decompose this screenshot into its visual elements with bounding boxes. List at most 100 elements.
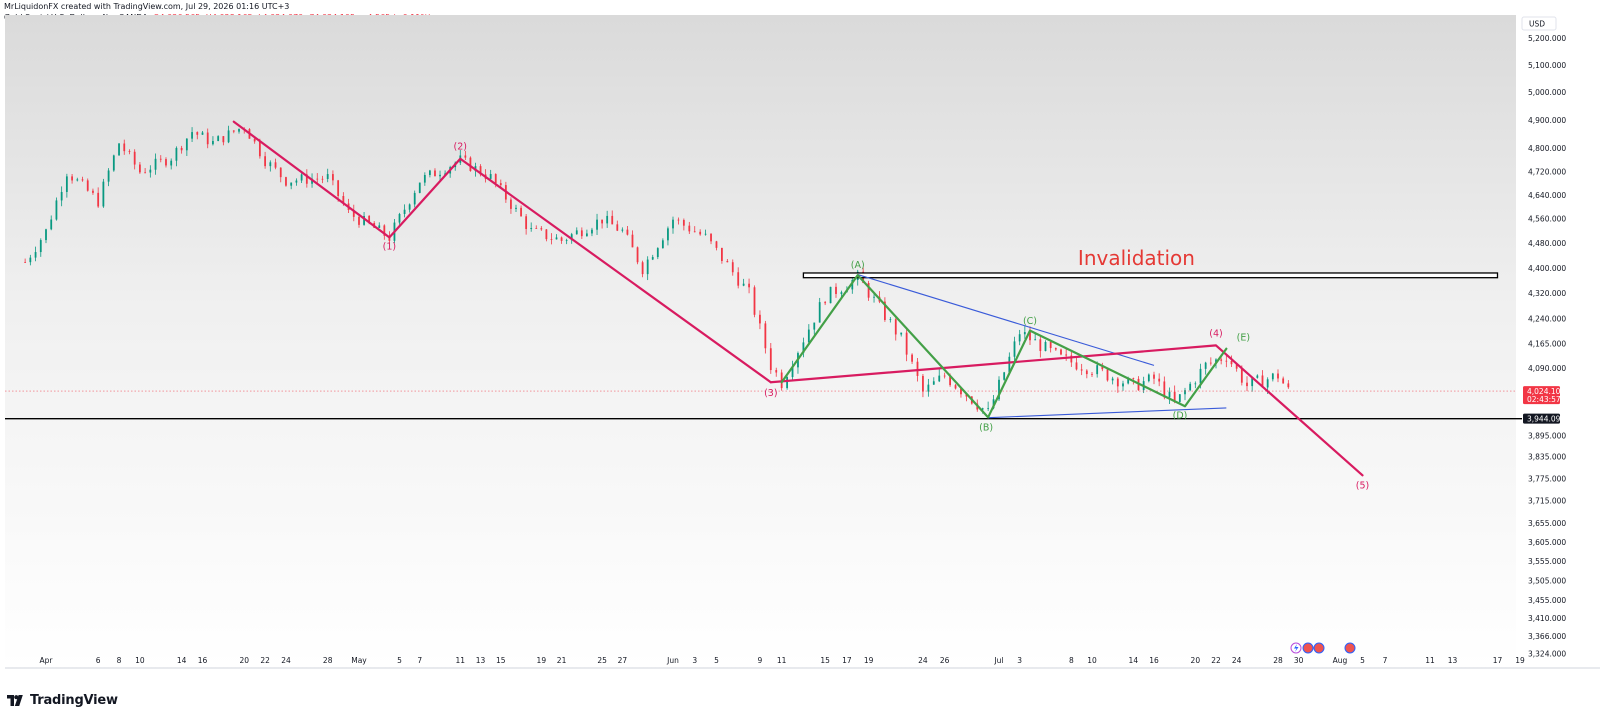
candle-body [626, 229, 629, 235]
price-tick-label: 5,200.000 [1528, 34, 1566, 43]
candle-body [295, 180, 298, 183]
impulse-wave-path[interactable] [232, 120, 772, 384]
candle-body [1277, 373, 1279, 379]
candle-body [1044, 341, 1047, 352]
candle-body [682, 220, 685, 226]
candle-body [439, 174, 441, 177]
us-flag-icon[interactable] [1302, 642, 1314, 654]
candle-body [873, 296, 875, 298]
candle-body [326, 174, 329, 179]
candle-body [170, 160, 173, 166]
candle-body [264, 156, 266, 167]
candle-body [1034, 339, 1037, 341]
candle-body [238, 128, 240, 132]
wave-label: (A) [851, 260, 865, 271]
candle-body [535, 228, 538, 229]
candle-body [791, 367, 794, 378]
candle-body [611, 215, 614, 225]
wave-label: (1) [383, 241, 396, 252]
price-tick-label: 4,900.000 [1528, 116, 1566, 125]
candle-body [560, 237, 563, 241]
candle-body [641, 262, 644, 275]
candle-body [1235, 364, 1238, 369]
candle-body [591, 229, 593, 234]
candle-body [916, 361, 919, 376]
candle-body [565, 240, 568, 242]
abcde-wave-path[interactable] [780, 274, 1228, 419]
candle-body [92, 190, 94, 193]
price-tick-label: 5,000.000 [1528, 88, 1566, 97]
candle-body [1013, 341, 1016, 357]
candle-body [1246, 382, 1248, 387]
candle-body [1178, 394, 1181, 402]
candle-body [596, 219, 598, 230]
candle-body [499, 183, 502, 186]
candle-body [1225, 360, 1228, 362]
time-tick-label: 8 [1069, 656, 1074, 665]
lower-trendline[interactable] [988, 407, 1227, 419]
candle-body [60, 191, 63, 201]
candle-body [759, 314, 761, 324]
time-tick-label: 22 [1211, 656, 1221, 665]
candle-body [555, 237, 558, 240]
candle-body [489, 174, 492, 179]
candle-body [510, 199, 512, 209]
plot-background [5, 15, 1516, 668]
time-tick-label: 20 [239, 656, 249, 665]
candle-body [1106, 369, 1109, 381]
price-tick-label: 3,655.000 [1528, 519, 1566, 528]
price-tick-label: 4,720.000 [1528, 167, 1566, 176]
candle-body [550, 239, 553, 240]
invalidation-zone[interactable] [802, 272, 1499, 279]
candle-body [39, 240, 42, 253]
time-axis[interactable]: Apr 6 8 10 14 16 20 22 24 28 May 5 7 11 13 15 19 21 25 27 Ju… [40, 656, 1525, 665]
price-tick-label: 4,090.000 [1528, 364, 1566, 373]
candle-body [479, 166, 482, 175]
time-tick-label: 8 [117, 656, 122, 665]
time-tick-label: 16 [1149, 656, 1159, 665]
candle-body [1194, 383, 1197, 385]
candle-body [133, 151, 136, 165]
us-flag-icon[interactable] [1344, 642, 1356, 654]
candle-body [580, 230, 583, 237]
candle-body [337, 180, 340, 197]
wave-label: (5) [1356, 480, 1369, 491]
candle-body [1116, 378, 1119, 387]
candle-body [710, 233, 712, 242]
candle-body [1029, 332, 1031, 341]
usd-badge[interactable]: USD [1521, 16, 1557, 31]
candle-body [102, 181, 105, 207]
candle-body [469, 157, 472, 171]
candle-body [651, 257, 654, 260]
candle-body [217, 136, 220, 142]
candle-body [29, 257, 32, 263]
us-flag-icon[interactable] [1313, 642, 1325, 654]
upper-trendline[interactable] [857, 274, 1155, 366]
time-tick-label: May [351, 656, 367, 665]
time-tick-label: 24 [918, 656, 928, 665]
candle-body [1209, 362, 1212, 364]
candle-body [159, 158, 162, 160]
event-icons[interactable] [1290, 642, 1356, 654]
candle-body [24, 262, 27, 263]
candle-body [704, 233, 707, 235]
candle-body [154, 158, 157, 170]
time-tick-label: 15 [820, 656, 830, 665]
candle-body [938, 375, 941, 382]
tradingview-logo[interactable]: TradingView [7, 692, 118, 708]
candle-body [769, 348, 772, 371]
candle-body [520, 207, 522, 217]
candle-body [1054, 348, 1057, 350]
price-tick-label: 3,715.000 [1528, 496, 1566, 505]
price-tick-label: 3,324.000 [1528, 649, 1566, 658]
candle-body [515, 207, 517, 209]
time-tick-label: 19 [864, 656, 874, 665]
last-price-value: 4,024.105 [1527, 387, 1565, 396]
price-axis[interactable]: 3,324.000 3,366.000 3,410.000 3,455.000 3,50… [1528, 34, 1566, 658]
impulse-projection-path[interactable] [769, 344, 1364, 477]
candle-body [494, 174, 497, 184]
candle-body [688, 225, 691, 232]
price-tick-label: 3,895.000 [1528, 431, 1566, 440]
candle-body [606, 215, 609, 224]
